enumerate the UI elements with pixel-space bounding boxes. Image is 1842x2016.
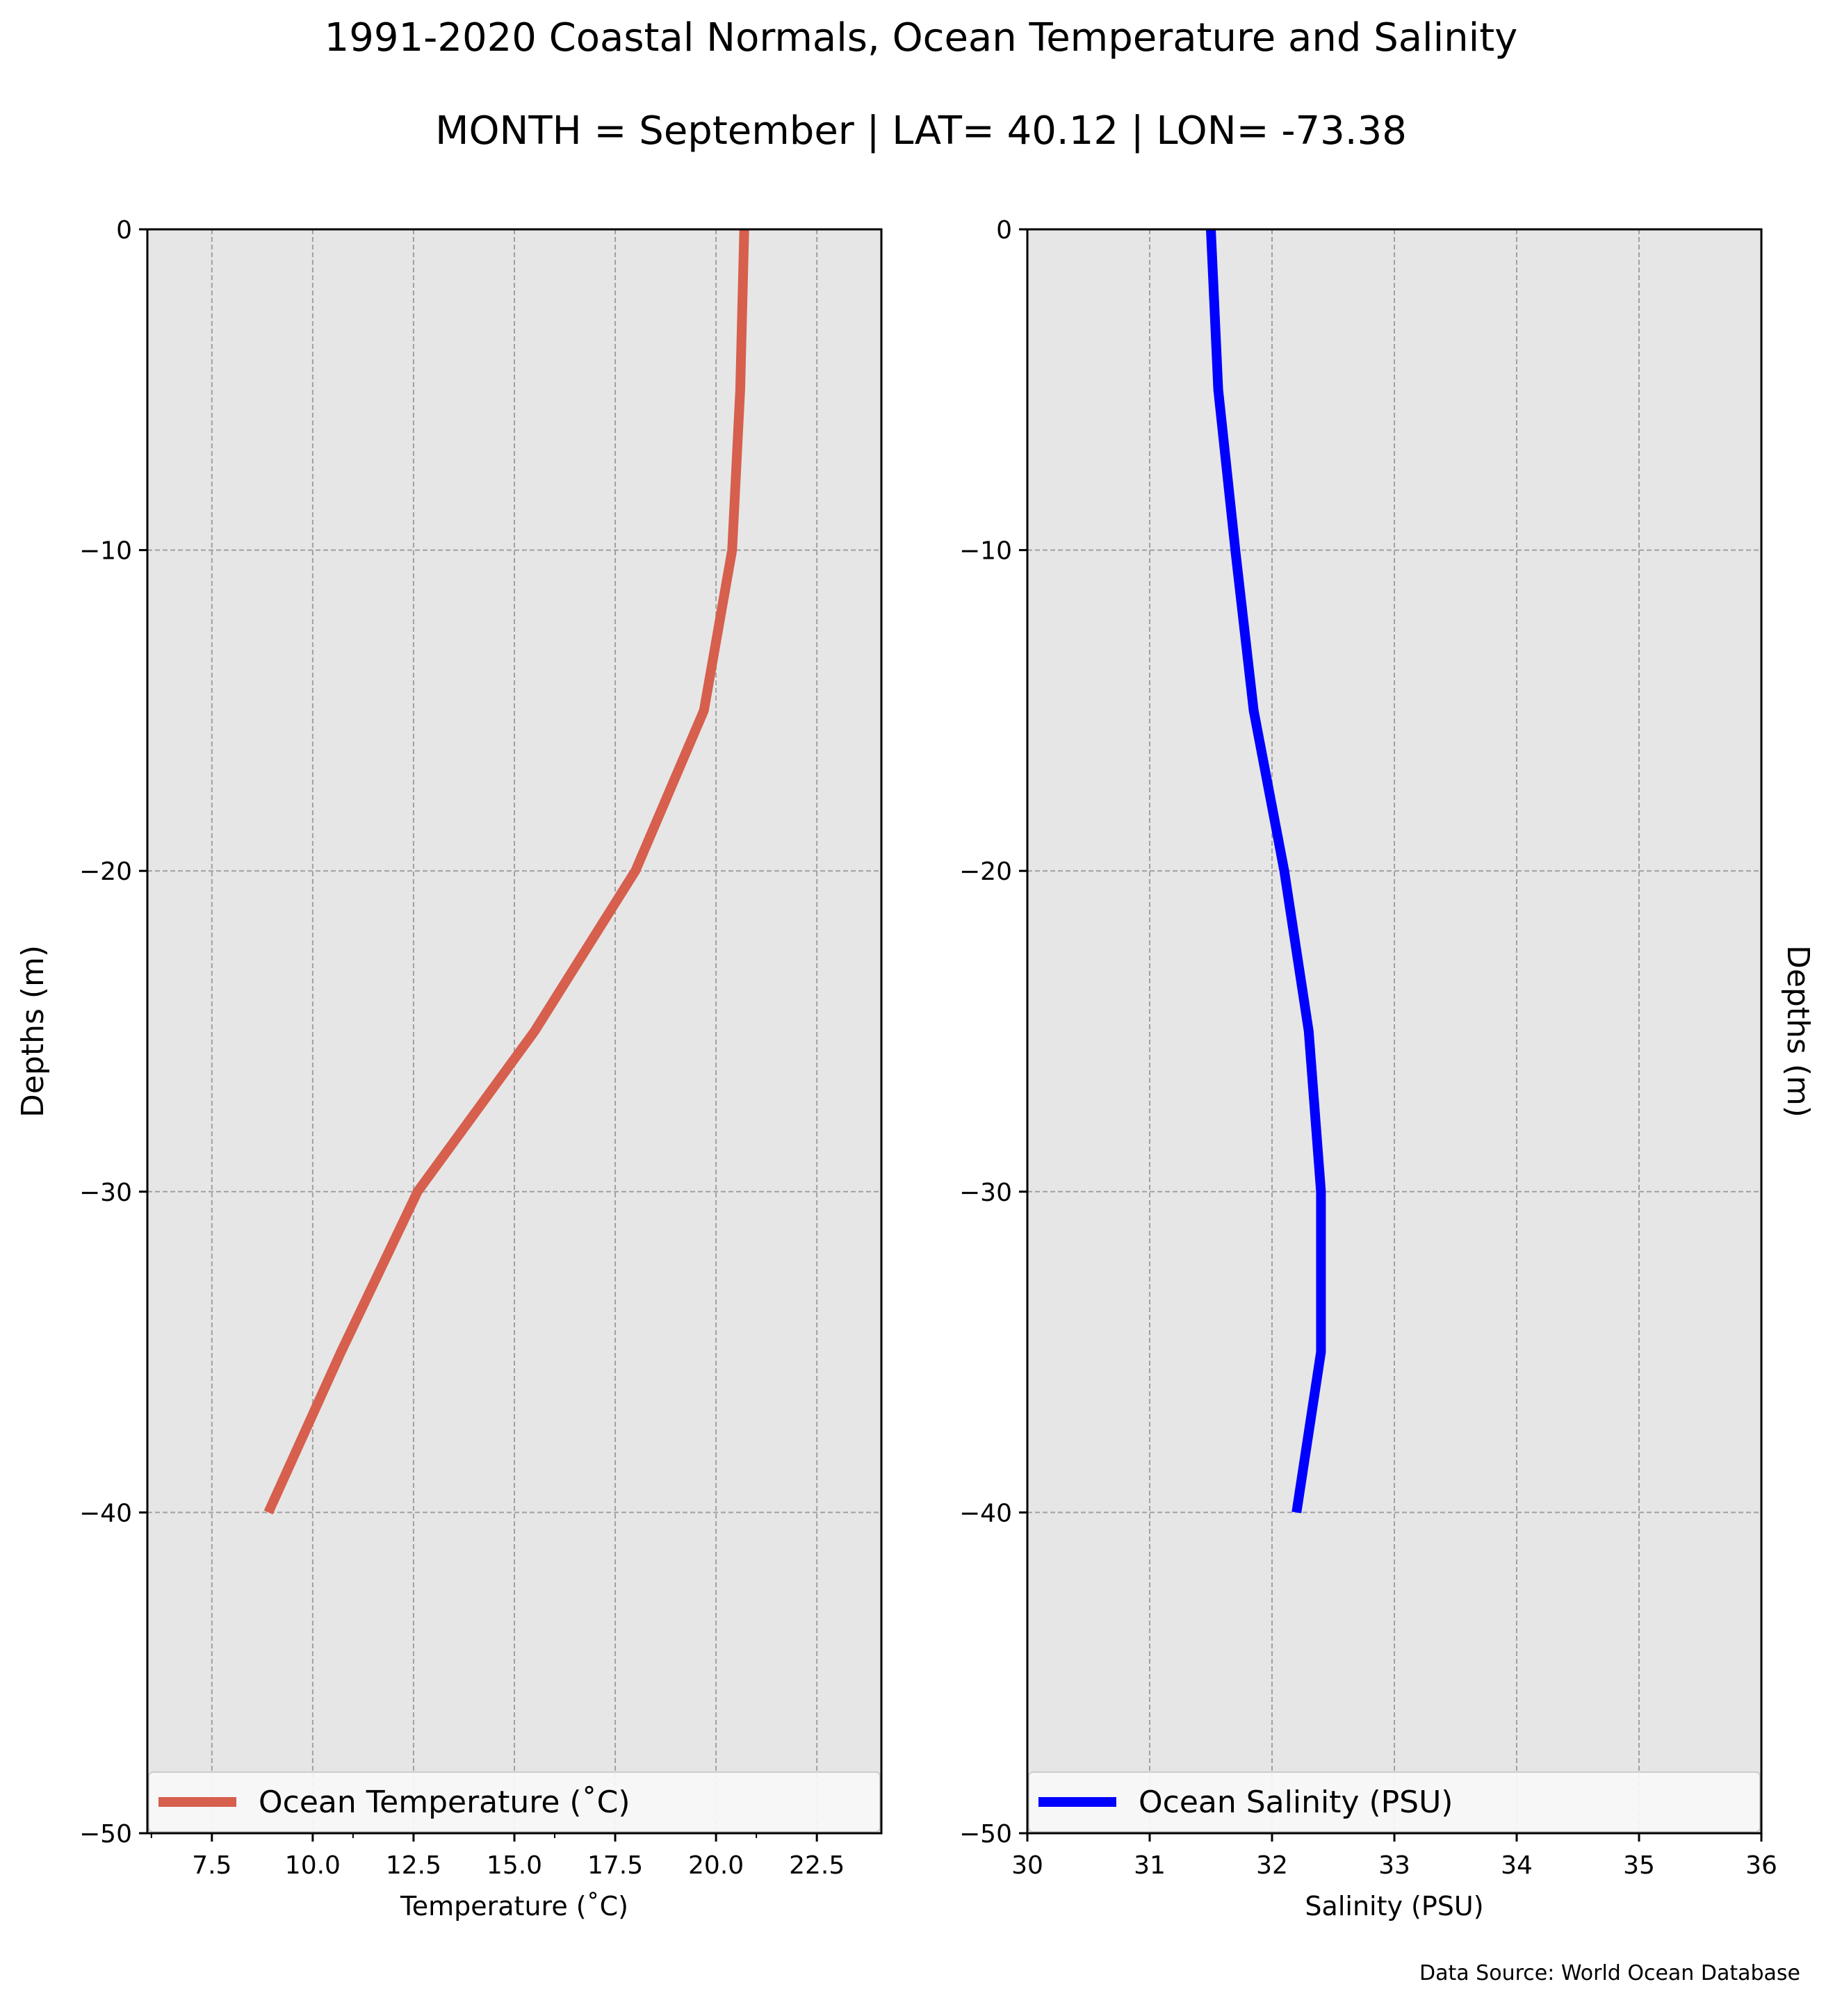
salinity-xtick-label-0: 30	[1011, 1851, 1043, 1880]
temperature-xtick-label-6: 22.5	[789, 1851, 845, 1880]
salinity-ytick-label-1: −10	[959, 537, 1012, 566]
salinity-series-line	[1206, 229, 1326, 1514]
temperature-xtick-label-5: 20.0	[688, 1851, 744, 1880]
salinity-ytick-label-5: −50	[959, 1820, 1012, 1849]
salinity-ytick-label-2: −20	[959, 858, 1012, 886]
temperature-ytick-label-1: −10	[79, 537, 132, 566]
figure-subtitle: MONTH = September | LAT= 40.12 | LON= -7…	[435, 108, 1407, 154]
temperature-y-axis-label: Depths (m)	[15, 945, 51, 1117]
salinity-xtick-label-1: 31	[1134, 1851, 1166, 1880]
temperature-xtick-label-3: 15.0	[487, 1851, 542, 1880]
temperature-series-line	[263, 229, 749, 1515]
salinity-ytick-label-0: 0	[996, 216, 1012, 245]
temperature-ytick-label-3: −30	[79, 1179, 132, 1207]
salinity-plot-area	[1027, 229, 1761, 1833]
data-source-note: Data Source: World Ocean Database	[1419, 1961, 1800, 1985]
temperature-ytick-label-0: 0	[116, 216, 132, 245]
temperature-ytick-label-5: −50	[79, 1820, 132, 1849]
salinity-x-axis-label: Salinity (PSU)	[1305, 1891, 1483, 1921]
salinity-ytick-label-4: −40	[959, 1499, 1012, 1527]
salinity-xtick-label-3: 33	[1378, 1851, 1410, 1880]
temperature-legend-label: Ocean Temperature (˚C)	[259, 1785, 630, 1820]
salinity-xtick-label-5: 35	[1623, 1851, 1655, 1880]
temperature-plot-area	[147, 229, 881, 1833]
salinity-legend: Ocean Salinity (PSU)	[1028, 1771, 1761, 1833]
temperature-panel: Ocean Temperature (˚C) 7.5 10.0 12.5 15.0 17.…	[15, 216, 883, 1921]
figure-title: 1991-2020 Coastal Normals, Ocean Tempera…	[324, 15, 1518, 60]
temperature-ytick-label-4: −40	[79, 1499, 132, 1527]
salinity-xtick-label-4: 34	[1501, 1851, 1533, 1880]
temperature-xtick-label-4: 17.5	[587, 1851, 643, 1880]
salinity-legend-box	[1028, 1771, 1761, 1833]
temperature-xtick-label-1: 10.0	[285, 1851, 341, 1880]
salinity-panel: Ocean Salinity (PSU) 30 31 32 33 34 35 36 0 −10 −2…	[959, 216, 1816, 1921]
temperature-ytick-label-2: −20	[79, 858, 132, 886]
salinity-y-axis-label: Depths (m)	[1780, 945, 1816, 1117]
temperature-xtick-label-2: 12.5	[386, 1851, 441, 1880]
salinity-ytick-label-3: −30	[959, 1179, 1012, 1207]
temperature-x-axis-label: Temperature (˚C)	[400, 1891, 628, 1921]
temperature-xtick-label-0: 7.5	[192, 1851, 231, 1880]
salinity-xtick-label-6: 36	[1745, 1851, 1777, 1880]
salinity-xtick-label-2: 32	[1256, 1851, 1288, 1880]
salinity-legend-label: Ocean Salinity (PSU)	[1139, 1785, 1453, 1820]
temperature-legend: Ocean Temperature (˚C)	[148, 1771, 881, 1833]
temperature-legend-box	[148, 1771, 881, 1833]
